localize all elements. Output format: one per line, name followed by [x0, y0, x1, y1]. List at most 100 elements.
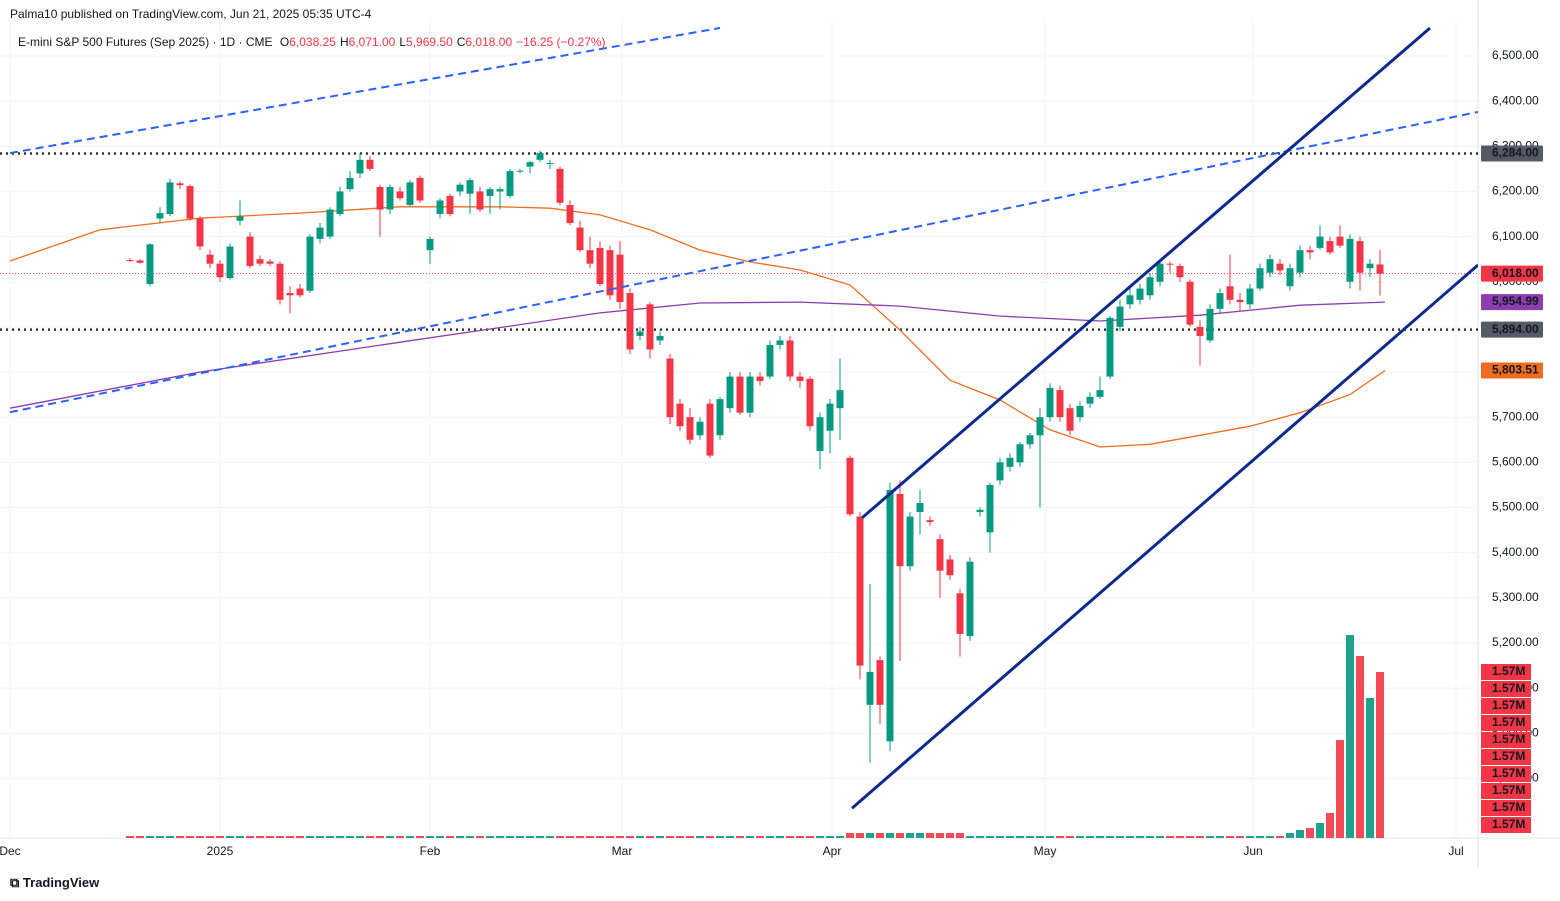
- candle-body: [786, 340, 794, 377]
- candle-body: [1006, 457, 1014, 467]
- candle-body: [136, 260, 144, 263]
- candle-body: [476, 191, 484, 210]
- candle-body: [766, 344, 774, 377]
- candle-body: [996, 462, 1004, 481]
- candle-body: [1116, 306, 1124, 327]
- volume-bar: [266, 836, 274, 838]
- volume-bar: [1166, 836, 1174, 838]
- volume-bar: [1156, 836, 1164, 838]
- volume-bar: [196, 836, 204, 838]
- ohlc-value: 6,071.00: [348, 35, 396, 49]
- volume-bar: [966, 836, 974, 838]
- volume-bar: [956, 833, 964, 838]
- volume-badge-label: 1.57M: [1492, 817, 1525, 831]
- volume-bar: [186, 836, 194, 838]
- volume-badge-label: 1.57M: [1492, 749, 1525, 763]
- volume-bar: [546, 836, 554, 838]
- volume-bar: [646, 836, 654, 838]
- candle-body: [396, 191, 404, 199]
- candle-body: [346, 177, 354, 190]
- volume-badge: [1481, 800, 1531, 816]
- volume-bar: [446, 836, 454, 838]
- volume-bar: [426, 836, 434, 838]
- candle-body: [836, 390, 844, 409]
- candle-body: [1246, 288, 1254, 305]
- candle-body: [1256, 268, 1264, 289]
- candle-body: [1376, 264, 1384, 274]
- volume-bar: [1246, 836, 1254, 838]
- candle-body: [446, 195, 454, 215]
- volume-bar: [706, 836, 714, 838]
- volume-bar: [986, 836, 994, 838]
- candle-body: [616, 254, 624, 303]
- volume-bar: [296, 836, 304, 838]
- candle-body: [916, 502, 924, 513]
- y-tick-label: 6,400.00: [1492, 93, 1539, 107]
- y-tick-label: 5,500.00: [1492, 500, 1539, 514]
- price-badge-label: 5,894.00: [1492, 322, 1539, 336]
- symbol: E-mini S&P 500 Futures (Sep 2025) · 1D ·…: [18, 35, 273, 49]
- x-tick-label: May: [1034, 844, 1057, 858]
- volume-bar: [576, 836, 584, 838]
- candle-body: [746, 376, 754, 413]
- x-tick-label: Dec: [0, 844, 21, 858]
- candle-body: [1136, 288, 1144, 300]
- candle-body: [206, 254, 214, 264]
- candle-body: [216, 263, 224, 278]
- candle-body: [816, 417, 824, 452]
- volume-bar: [1186, 836, 1194, 838]
- candle-body: [226, 246, 234, 279]
- candle-body: [1286, 268, 1294, 287]
- volume-bar: [1226, 836, 1234, 838]
- candle-body: [506, 171, 514, 196]
- candle-body: [646, 304, 654, 350]
- volume-bar: [436, 836, 444, 838]
- volume-bar: [1316, 823, 1324, 838]
- y-tick-label: 6,200.00: [1492, 184, 1539, 198]
- volume-bar: [146, 836, 154, 838]
- volume-bar: [1006, 836, 1014, 838]
- candle-body: [666, 358, 674, 418]
- volume-bar: [1256, 836, 1264, 838]
- candle-body: [466, 180, 474, 194]
- volume-bar: [846, 833, 854, 838]
- y-tick-label: 5,300.00: [1492, 590, 1539, 604]
- volume-bar: [286, 836, 294, 838]
- volume-badge-label: 1.57M: [1492, 732, 1525, 746]
- candle-body: [1196, 326, 1204, 336]
- ohlc-value: 5,969.50: [406, 35, 453, 49]
- candle-body: [1106, 317, 1114, 377]
- candle-body: [196, 218, 204, 247]
- y-tick-label: 5,700.00: [1492, 409, 1539, 423]
- volume-bar: [1346, 635, 1354, 838]
- x-tick-label: 2025: [207, 844, 234, 858]
- volume-bar: [1026, 836, 1034, 838]
- x-tick-label: Mar: [612, 844, 633, 858]
- volume-bar: [666, 836, 674, 838]
- volume-bar: [1116, 836, 1124, 838]
- candle-body: [316, 227, 324, 239]
- volume-bar: [1216, 836, 1224, 838]
- candle-body: [726, 376, 734, 409]
- volume-bar: [216, 836, 224, 838]
- price-badge: [1481, 362, 1543, 379]
- volume-bar: [1036, 836, 1044, 838]
- volume-badge-label: 1.57M: [1492, 664, 1525, 678]
- volume-bar: [386, 836, 394, 838]
- candle-body: [1346, 238, 1354, 282]
- trendline: [9, 27, 721, 155]
- volume-bar: [456, 836, 464, 838]
- volume-bar: [716, 836, 724, 838]
- candle-body: [1236, 299, 1244, 303]
- volume-bar: [916, 833, 924, 838]
- candle-body: [356, 159, 364, 174]
- volume-bar: [726, 836, 734, 838]
- volume-bar: [566, 836, 574, 838]
- volume-bar: [556, 836, 564, 838]
- volume-bar: [776, 836, 784, 838]
- candle-body: [426, 238, 434, 251]
- volume-bar: [356, 836, 364, 838]
- candle-body: [896, 493, 904, 567]
- volume-bar: [506, 836, 514, 838]
